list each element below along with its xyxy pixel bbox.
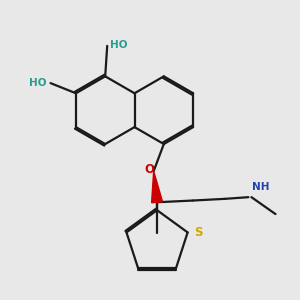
Text: HO: HO xyxy=(110,40,128,50)
Text: NH: NH xyxy=(252,182,270,192)
Polygon shape xyxy=(152,171,163,203)
Text: S: S xyxy=(195,226,203,239)
Text: HO: HO xyxy=(29,78,46,88)
Text: O: O xyxy=(145,163,155,176)
